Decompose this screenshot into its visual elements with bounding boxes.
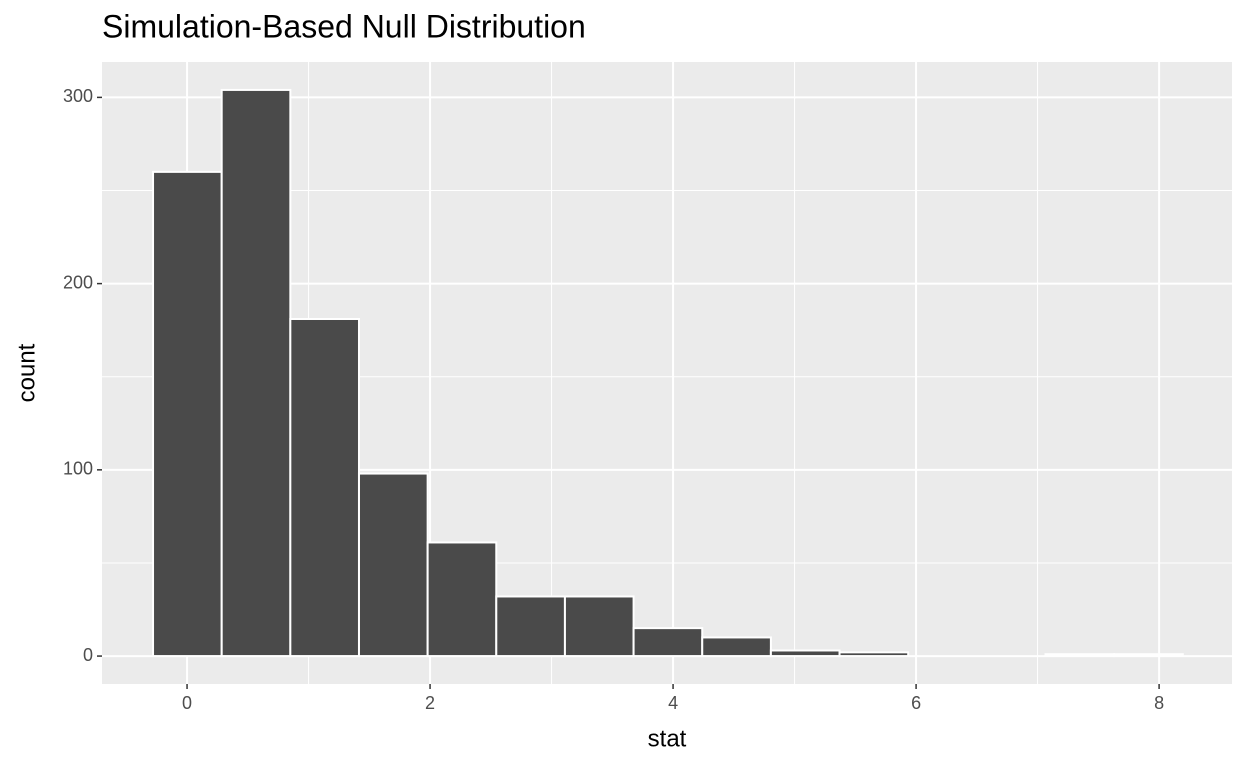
x-tick-label: 4 [668, 693, 678, 713]
x-tick-label: 8 [1154, 693, 1164, 713]
y-tick-label: 200 [63, 272, 93, 292]
y-tick-label: 0 [83, 645, 93, 665]
x-tick-label: 0 [182, 693, 192, 713]
x-tick-label: 6 [911, 693, 921, 713]
bar [289, 317, 360, 658]
bar [357, 472, 429, 658]
bar [1044, 653, 1116, 658]
y-tick-label: 100 [63, 459, 93, 479]
bar [152, 170, 223, 658]
y-axis-title: count [13, 343, 40, 402]
bar [632, 627, 704, 658]
bar [769, 649, 841, 658]
bar [563, 595, 635, 658]
x-tick-label: 2 [425, 693, 435, 713]
bar [838, 651, 910, 658]
y-tick-label: 300 [63, 86, 93, 106]
bar [701, 636, 772, 658]
bar [1113, 653, 1184, 658]
x-axis-title: stat [648, 725, 687, 752]
bar [426, 541, 498, 658]
bar [495, 595, 566, 658]
bar [220, 88, 292, 658]
chart-title: Simulation-Based Null Distribution [102, 8, 586, 44]
